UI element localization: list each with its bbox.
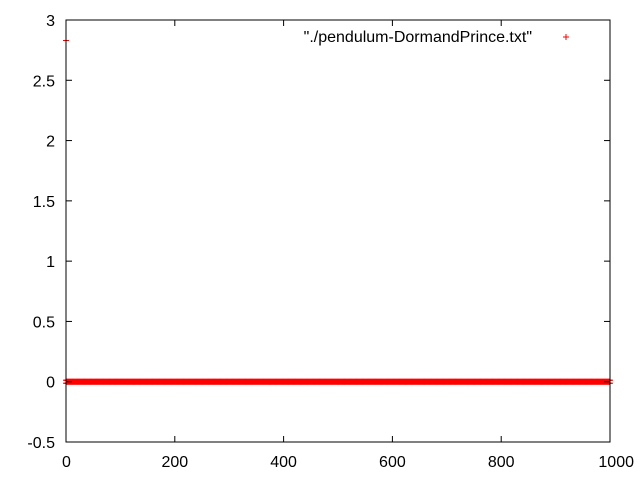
legend-marker <box>563 34 569 40</box>
legend-label: "./pendulum-DormandPrince.txt" <box>304 29 532 46</box>
y-tick-label: 2.5 <box>33 73 55 90</box>
tick-labels: -0.5 0 0.5 1 1.5 2 2.5 3 0 200 400 600 800 1000 <box>27 13 634 471</box>
y-tick-label: 1 <box>46 254 55 271</box>
y-tick-label: 0.5 <box>33 314 55 331</box>
x-tick-label: 1000 <box>598 454 634 471</box>
x-tick-label: 0 <box>62 454 71 471</box>
data-points <box>63 37 613 385</box>
legend-marker-symbol <box>563 34 569 40</box>
x-tick-label: 200 <box>161 454 188 471</box>
y-tick-label: -0.5 <box>27 435 55 452</box>
y-tick-label: 1.5 <box>33 194 55 211</box>
legend: "./pendulum-DormandPrince.txt" <box>304 29 569 46</box>
x-tick-label: 400 <box>270 454 297 471</box>
x-tick-label: 600 <box>379 454 406 471</box>
y-tick-label: 0 <box>46 375 55 392</box>
y-tick-label: 2 <box>46 134 55 151</box>
y-tick-label: 3 <box>46 13 55 30</box>
x-tick-label: 800 <box>488 454 515 471</box>
plot-frame <box>65 19 611 443</box>
